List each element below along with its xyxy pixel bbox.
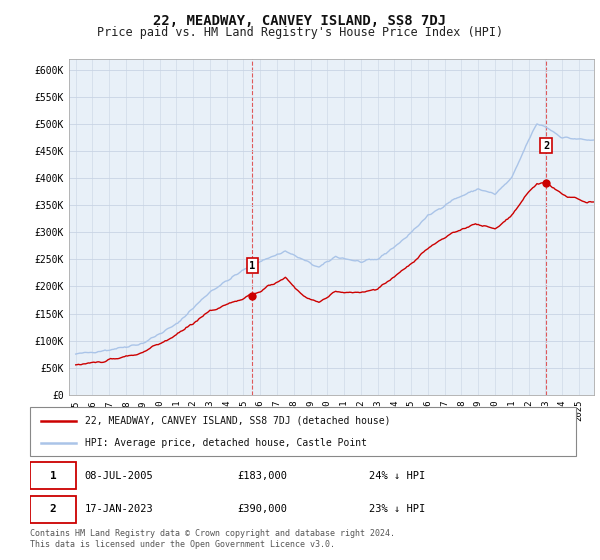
Text: 23% ↓ HPI: 23% ↓ HPI [368, 504, 425, 514]
Text: 2: 2 [50, 504, 56, 514]
FancyBboxPatch shape [30, 462, 76, 489]
FancyBboxPatch shape [30, 407, 576, 456]
Text: 17-JAN-2023: 17-JAN-2023 [85, 504, 154, 514]
Text: 22, MEADWAY, CANVEY ISLAND, SS8 7DJ (detached house): 22, MEADWAY, CANVEY ISLAND, SS8 7DJ (det… [85, 416, 390, 426]
Text: Price paid vs. HM Land Registry's House Price Index (HPI): Price paid vs. HM Land Registry's House … [97, 26, 503, 39]
Text: £390,000: £390,000 [238, 504, 287, 514]
Text: Contains HM Land Registry data © Crown copyright and database right 2024.
This d: Contains HM Land Registry data © Crown c… [30, 529, 395, 549]
Text: £183,000: £183,000 [238, 471, 287, 480]
Text: 08-JUL-2005: 08-JUL-2005 [85, 471, 154, 480]
Text: 1: 1 [250, 261, 256, 271]
Text: 2: 2 [543, 141, 550, 151]
Text: HPI: Average price, detached house, Castle Point: HPI: Average price, detached house, Cast… [85, 437, 367, 447]
FancyBboxPatch shape [30, 496, 76, 522]
Text: 22, MEADWAY, CANVEY ISLAND, SS8 7DJ: 22, MEADWAY, CANVEY ISLAND, SS8 7DJ [154, 14, 446, 28]
Text: 24% ↓ HPI: 24% ↓ HPI [368, 471, 425, 480]
Text: 1: 1 [50, 471, 56, 480]
